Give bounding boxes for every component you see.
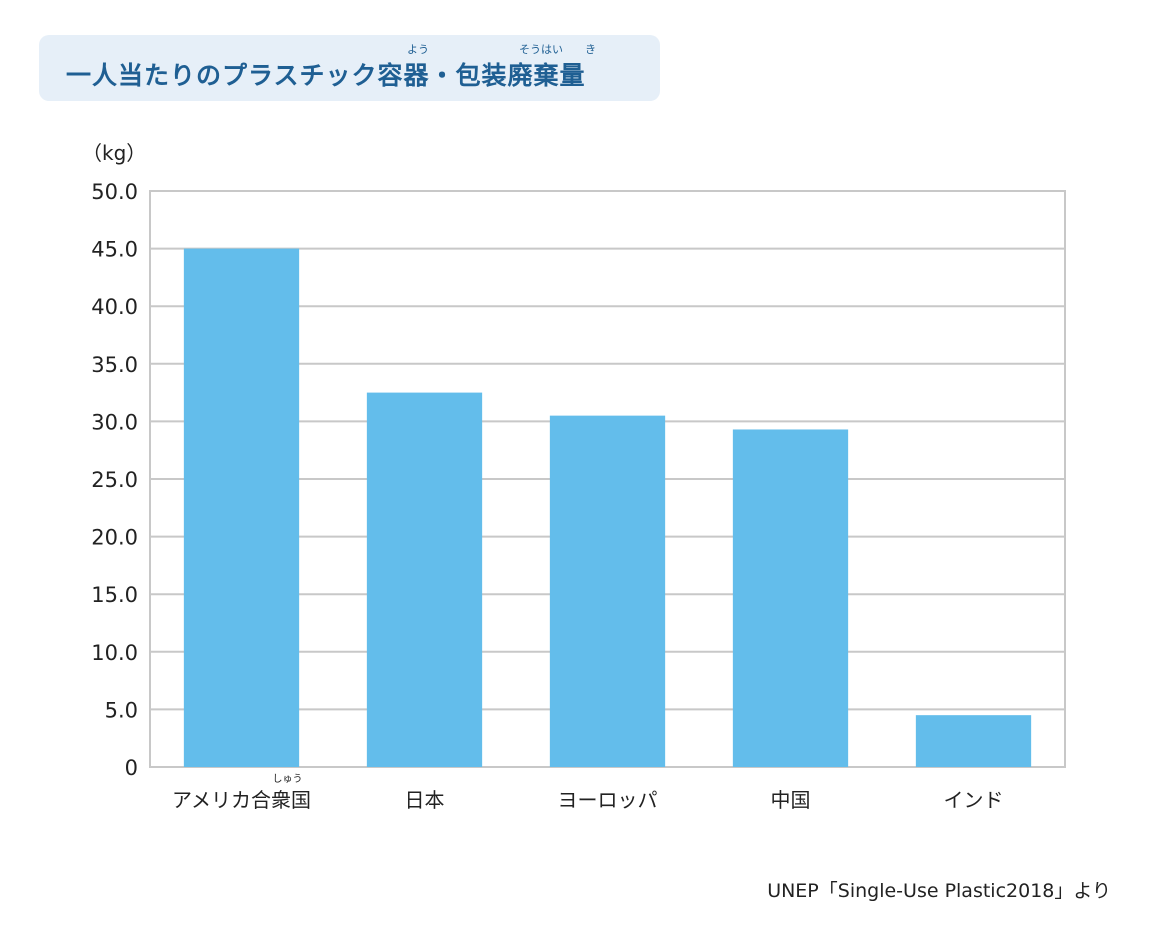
x-category-label: アメリカ合衆国 (172, 788, 311, 812)
bar (183, 248, 300, 768)
y-tick-label: 30.0 (91, 410, 138, 434)
y-tick-label: 20.0 (91, 526, 138, 550)
title-ruby-you: よう (407, 43, 429, 56)
bar (915, 715, 1032, 767)
y-tick-label: 5.0 (105, 698, 138, 722)
y-tick-label: 35.0 (91, 353, 138, 377)
x-category-label: ヨーロッパ (558, 788, 658, 812)
y-tick-label: 45.0 (91, 238, 138, 262)
x-category-label: 中国 (771, 788, 811, 812)
y-tick-label: 40.0 (91, 295, 138, 319)
title-ruby-ki: き (585, 43, 596, 56)
source-note: UNEP「Single-Use Plastic2018」より (767, 880, 1111, 902)
title-ruby-souhai: そうはい (519, 43, 563, 56)
y-axis-unit-label: （kg） (82, 141, 147, 165)
bar (549, 415, 666, 767)
x-category-label: 日本 (405, 788, 445, 812)
x-category-label: インド (944, 788, 1004, 812)
bar (732, 429, 849, 767)
x-category-ruby: しゅう (273, 773, 303, 785)
y-tick-label: 50.0 (91, 180, 138, 204)
title-box (39, 35, 660, 101)
y-tick-label: 25.0 (91, 468, 138, 492)
y-tick-label: 10.0 (91, 641, 138, 665)
y-tick-label: 15.0 (91, 583, 138, 607)
bar (366, 392, 483, 767)
chart-title: 一人当たりのプラスチック容器・包装廃棄量 (66, 61, 586, 90)
y-tick-label: 0 (125, 756, 138, 780)
